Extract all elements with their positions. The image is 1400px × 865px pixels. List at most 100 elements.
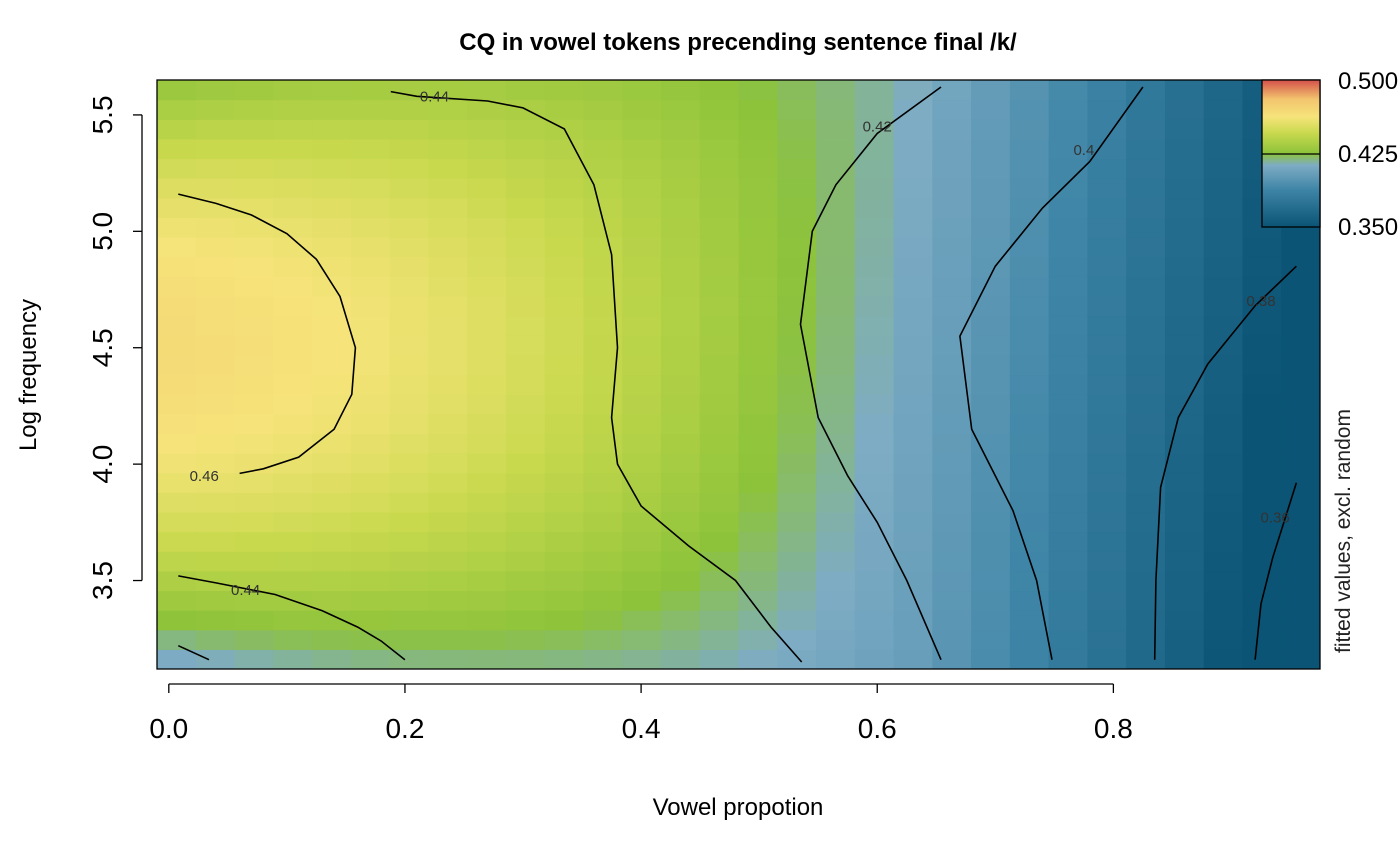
heatmap-cell (157, 453, 197, 474)
heatmap-cell (234, 178, 274, 199)
heatmap-cell (467, 354, 507, 376)
heatmap-cell (467, 551, 507, 572)
heatmap-cell (738, 80, 778, 101)
heatmap-cell (544, 315, 585, 336)
heatmap-cell (389, 80, 429, 101)
heatmap-cell (738, 354, 778, 376)
heatmap-cell (816, 551, 856, 572)
heatmap-cell (660, 610, 701, 631)
heatmap-cell (583, 256, 623, 277)
contour-lines (177, 86, 1298, 663)
heatmap-cell (622, 158, 662, 179)
heatmap-cell (816, 413, 856, 434)
heatmap-cell (389, 295, 429, 317)
heatmap-cell (854, 99, 895, 120)
heatmap-cell (428, 570, 468, 592)
contour-line (178, 193, 357, 475)
heatmap-cell (893, 158, 933, 179)
heatmap-cell (273, 99, 313, 120)
heatmap-cell (273, 492, 313, 513)
heatmap-cell (389, 453, 429, 474)
heatmap-cell (971, 570, 1011, 592)
heatmap-cell (699, 629, 740, 650)
heatmap-cell (1087, 649, 1127, 669)
heatmap-cell (1281, 433, 1320, 454)
heatmap-cell (195, 570, 236, 592)
heatmap-cell (467, 453, 507, 474)
heatmap-cell (777, 570, 817, 592)
heatmap-cell (971, 197, 1011, 219)
heatmap-cell (932, 158, 972, 179)
heatmap-cell (816, 649, 856, 669)
heatmap-cell (273, 413, 313, 434)
heatmap-cell (971, 335, 1011, 356)
heatmap-cell (312, 492, 352, 513)
heatmap-cell (1281, 295, 1320, 317)
heatmap-cell (583, 315, 623, 336)
heatmap-cell (1009, 276, 1050, 297)
heatmap-cell (467, 197, 507, 219)
heatmap-cell (234, 590, 274, 611)
heatmap-cell (467, 531, 507, 552)
heatmap-cell (777, 610, 817, 631)
heatmap-cell (1242, 551, 1282, 572)
heatmap-cell (389, 99, 429, 120)
heatmap-cell (660, 394, 701, 415)
heatmap-cell (350, 374, 391, 395)
heatmap-cell (1009, 80, 1050, 101)
heatmap-cell (971, 276, 1011, 297)
heatmap-cell (583, 433, 623, 454)
heatmap-cell (660, 354, 701, 376)
heatmap-cell (1048, 99, 1088, 120)
heatmap-cell (157, 531, 197, 552)
heatmap-cell (428, 197, 468, 219)
heatmap-cell (195, 354, 236, 376)
heatmap-cell (816, 511, 856, 533)
heatmap-cell (622, 217, 662, 238)
heatmap-cell (971, 629, 1011, 650)
heatmap-cell (273, 570, 313, 592)
heatmap-cell (1009, 433, 1050, 454)
heatmap-cell (660, 374, 701, 395)
heatmap-cell (234, 237, 274, 258)
heatmap-cell (389, 178, 429, 199)
heatmap-cell (312, 590, 352, 611)
heatmap-cell (971, 315, 1011, 336)
heatmap-cell (971, 138, 1011, 160)
heatmap-cell (854, 217, 895, 238)
heatmap-cell (777, 413, 817, 434)
heatmap-cell (389, 649, 429, 669)
heatmap-cell (1126, 354, 1166, 376)
heatmap-cell (1203, 492, 1244, 513)
heatmap-cell (1087, 492, 1127, 513)
heatmap-cell (1048, 197, 1088, 219)
heatmap-cell (777, 531, 817, 552)
heatmap-cell (505, 119, 546, 140)
heatmap-cell (1009, 590, 1050, 611)
heatmap-cell (854, 649, 895, 669)
contour-line (799, 86, 942, 661)
heatmap-cell (428, 433, 468, 454)
heatmap-cell (699, 335, 740, 356)
heatmap-cell (1164, 472, 1205, 493)
heatmap-cell (660, 453, 701, 474)
heatmap-cell (1281, 570, 1320, 592)
heatmap-cell (777, 158, 817, 179)
heatmap-cell (389, 590, 429, 611)
heatmap-cell (1087, 138, 1127, 160)
heatmap-cell (1203, 472, 1244, 493)
heatmap-cell (816, 80, 856, 101)
heatmap-cell (195, 374, 236, 395)
heatmap-cell (1203, 354, 1244, 376)
heatmap-cell (854, 531, 895, 552)
heatmap-cell (273, 80, 313, 101)
heatmap-cell (195, 256, 236, 277)
heatmap-cell (350, 335, 391, 356)
heatmap-cell (660, 99, 701, 120)
heatmap-cell (854, 158, 895, 179)
heatmap-cell (971, 237, 1011, 258)
heatmap-cell (1242, 354, 1282, 376)
heatmap-cell (622, 551, 662, 572)
heatmap-cell (738, 511, 778, 533)
heatmap-cell (389, 217, 429, 238)
